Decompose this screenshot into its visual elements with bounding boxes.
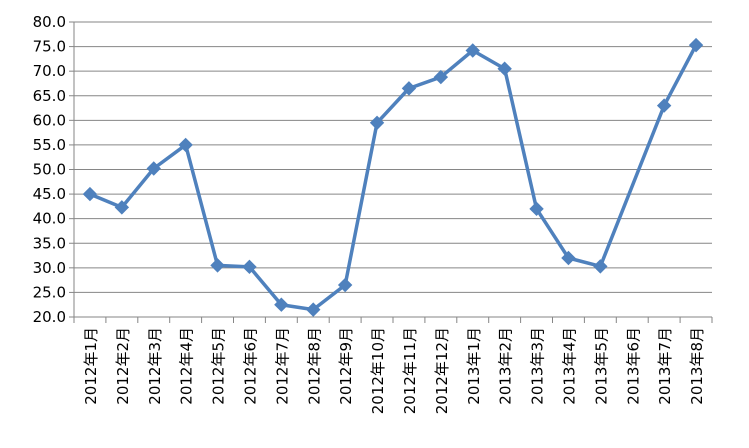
series [82,37,704,317]
x-tick-label: 2013年7月 [656,327,674,405]
y-tick-label: 55.0 [33,136,66,154]
grid-lines [74,21,712,318]
data-point-marker [114,200,130,215]
x-tick-label: 2012年10月 [369,327,387,414]
data-point-marker [433,69,449,85]
y-tick-label: 35.0 [33,234,66,252]
x-tick-label: 2013年5月 [592,327,610,405]
x-tick-label: 2012年1月 [82,327,100,405]
series-line [88,43,698,312]
y-tick-label: 25.0 [33,283,66,301]
data-point-marker [656,98,672,113]
x-tick-label: 2012年12月 [433,327,451,414]
data-point-marker [210,258,225,273]
y-tick-label: 45.0 [33,185,66,203]
y-tick-label: 65.0 [33,87,66,105]
y-tick-label: 70.0 [33,62,66,80]
data-point-marker [593,259,608,274]
y-tick-label: 60.0 [33,111,66,129]
data-point-marker [178,137,193,153]
data-point-marker [529,201,544,217]
x-tick-label: 2013年1月 [465,327,483,405]
data-point-marker [242,259,257,275]
data-point-marker [274,297,289,312]
axes [69,21,713,323]
x-tick-label: 2013年4月 [560,327,578,405]
x-tick-label: 2012年5月 [210,327,228,405]
x-tick-label: 2012年2月 [114,327,132,405]
data-point-marker [306,302,321,317]
y-tick-label: 20.0 [33,308,66,326]
data-point-marker [82,186,98,202]
x-tick-label: 2012年7月 [273,327,291,405]
x-tick-label: 2012年11月 [401,327,419,414]
data-point-marker [146,161,161,176]
y-tick-label: 80.0 [33,13,66,31]
x-tick-label: 2013年3月 [529,327,547,405]
x-tick-label: 2012年4月 [178,327,196,405]
x-tick-label: 2012年3月 [146,327,164,405]
y-tick-label: 30.0 [33,259,66,277]
data-point-marker [401,81,417,96]
data-point-marker [688,37,704,53]
x-tick-label: 2013年6月 [624,327,642,405]
y-tick-label: 75.0 [33,38,66,56]
data-point-marker [369,115,385,130]
x-tick-label: 2012年6月 [241,327,259,405]
y-tick-label: 40.0 [33,210,66,228]
x-tick-label: 2013年2月 [497,327,515,405]
data-point-marker [561,250,576,266]
y-axis-tick-labels: 20.0 25.0 30.0 35.0 40.0 45.0 50.0 55.0 60.0 65.0… [33,13,66,326]
x-tick-label: 2012年8月 [305,327,323,405]
data-point-marker [465,43,480,58]
data-point-marker [337,277,353,293]
x-axis-tick-labels: 2012年1月 2012年2月 2012年3月 2012年4月 2012年5月 2012年… [82,327,706,414]
x-tick-label: 2012年9月 [337,327,355,405]
x-tick-label: 2013年8月 [688,327,706,405]
y-tick-label: 50.0 [33,161,66,179]
data-point-marker [497,61,512,76]
